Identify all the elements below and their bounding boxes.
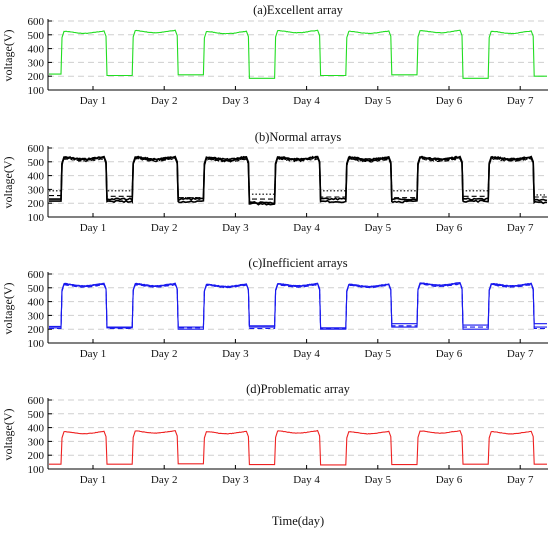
- y-tick-label: 100: [28, 464, 45, 476]
- x-tick-label: Day 3: [222, 348, 249, 360]
- chart-title: (a)Excellent array: [253, 3, 344, 17]
- chart-panels: (a)Excellent array100200300400500600Day …: [1, 3, 548, 486]
- y-tick-label: 300: [28, 57, 45, 69]
- y-tick-label: 300: [28, 184, 45, 196]
- x-tick-label: Day 7: [507, 348, 534, 360]
- y-tick-label: 400: [28, 171, 45, 183]
- y-tick-label: 300: [28, 436, 45, 448]
- y-tick-label: 200: [28, 71, 45, 83]
- chart-title: (d)Problematic array: [246, 382, 351, 396]
- x-tick-label: Day 6: [436, 348, 463, 360]
- series-line-2: [49, 282, 547, 329]
- x-tick-label: Day 4: [293, 474, 320, 486]
- y-tick-label: 200: [28, 450, 45, 462]
- x-tick-label: Day 3: [222, 95, 249, 107]
- x-tick-label: Day 5: [365, 222, 392, 234]
- x-tick-label: Day 7: [507, 222, 534, 234]
- y-tick-label: 200: [28, 198, 45, 210]
- x-tick-label: Day 5: [365, 95, 392, 107]
- y-axis-label: voltage(V): [1, 30, 15, 82]
- x-tick-label: Day 1: [80, 95, 107, 107]
- y-tick-label: 300: [28, 310, 45, 322]
- x-tick-label: Day 2: [151, 222, 178, 234]
- y-tick-label: 600: [28, 16, 45, 28]
- y-tick-label: 100: [28, 85, 45, 97]
- x-tick-label: Day 7: [507, 474, 534, 486]
- x-tick-label: Day 2: [151, 95, 178, 107]
- x-tick-label: Day 2: [151, 474, 178, 486]
- x-tick-label: Day 6: [436, 474, 463, 486]
- y-tick-label: 400: [28, 297, 45, 309]
- x-tick-label: Day 1: [80, 474, 107, 486]
- series-line-3: [49, 283, 547, 330]
- y-axis-label: voltage(V): [1, 409, 15, 461]
- y-axis-label: voltage(V): [1, 157, 15, 209]
- x-tick-label: Day 7: [507, 95, 534, 107]
- chart-title: (c)Inefficient arrays: [248, 256, 347, 270]
- y-tick-label: 400: [28, 44, 45, 56]
- x-tick-label: Day 1: [80, 222, 107, 234]
- y-tick-label: 500: [28, 30, 45, 42]
- y-tick-label: 100: [28, 338, 45, 350]
- x-axis-label: Time(day): [272, 514, 324, 528]
- series-line-1: [49, 29, 547, 79]
- x-tick-label: Day 5: [365, 348, 392, 360]
- y-tick-label: 500: [28, 409, 45, 421]
- x-tick-label: Day 3: [222, 222, 249, 234]
- y-tick-label: 200: [28, 324, 45, 336]
- series-line-4: [49, 157, 547, 200]
- y-tick-label: 100: [28, 212, 45, 224]
- series-line-1: [49, 429, 547, 466]
- y-tick-label: 600: [28, 143, 45, 155]
- y-tick-label: 600: [28, 395, 45, 407]
- series-line-2: [49, 155, 548, 206]
- series-line-1: [49, 282, 547, 330]
- y-tick-label: 500: [28, 283, 45, 295]
- chart-title: (b)Normal arrays: [255, 130, 342, 144]
- y-tick-label: 500: [28, 157, 45, 169]
- series-line-3: [49, 157, 547, 199]
- y-tick-label: 600: [28, 269, 45, 281]
- x-tick-label: Day 5: [365, 474, 392, 486]
- x-tick-label: Day 6: [436, 222, 463, 234]
- x-tick-label: Day 4: [293, 222, 320, 234]
- x-tick-label: Day 4: [293, 95, 320, 107]
- x-tick-label: Day 1: [80, 348, 107, 360]
- x-tick-label: Day 3: [222, 474, 249, 486]
- y-tick-label: 400: [28, 423, 45, 435]
- x-tick-label: Day 2: [151, 348, 178, 360]
- y-axis-label: voltage(V): [1, 283, 15, 335]
- x-tick-label: Day 6: [436, 95, 463, 107]
- x-tick-label: Day 4: [293, 348, 320, 360]
